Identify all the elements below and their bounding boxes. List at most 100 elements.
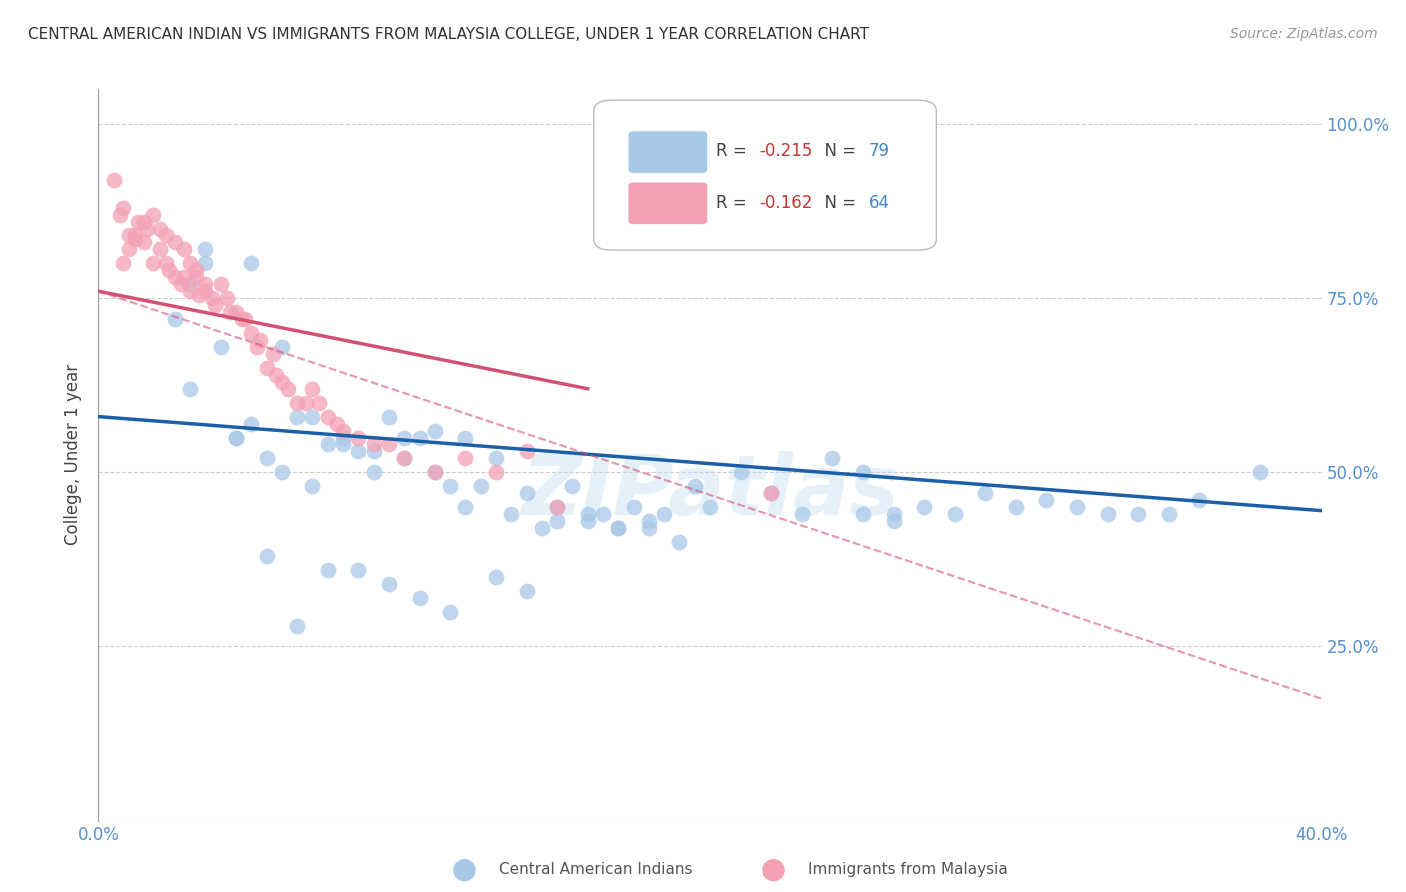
Point — [454, 430, 477, 444]
Point — [485, 570, 508, 584]
Point — [332, 437, 354, 451]
Text: -0.215: -0.215 — [759, 143, 813, 161]
Point — [163, 270, 186, 285]
Point — [233, 312, 256, 326]
Point — [454, 451, 477, 466]
Point — [173, 270, 195, 285]
Text: 64: 64 — [869, 194, 890, 211]
FancyBboxPatch shape — [628, 182, 707, 225]
Point — [546, 500, 568, 515]
Point — [277, 382, 299, 396]
Point — [194, 243, 217, 257]
Point — [1157, 507, 1180, 521]
Point — [852, 507, 875, 521]
Point — [1066, 500, 1088, 515]
Point — [194, 256, 217, 270]
Point — [974, 486, 997, 500]
Point — [262, 347, 284, 361]
Point — [332, 430, 354, 444]
FancyBboxPatch shape — [628, 131, 707, 173]
Point — [485, 466, 508, 480]
Point — [173, 243, 195, 257]
Text: ⬤: ⬤ — [451, 858, 477, 881]
Point — [423, 424, 446, 438]
Point — [118, 228, 141, 243]
Point — [186, 263, 208, 277]
Point — [219, 305, 242, 319]
Point — [378, 409, 401, 424]
Point — [943, 507, 966, 521]
Point — [1035, 493, 1057, 508]
Point — [363, 466, 385, 480]
Point — [852, 466, 875, 480]
Point — [124, 232, 146, 246]
Point — [163, 312, 186, 326]
Text: -0.162: -0.162 — [759, 194, 813, 211]
Point — [408, 430, 430, 444]
Point — [516, 486, 538, 500]
Point — [332, 424, 354, 438]
Point — [308, 395, 330, 409]
Point — [179, 256, 201, 270]
Point — [423, 466, 446, 480]
Text: N =: N = — [814, 143, 862, 161]
Point — [363, 437, 385, 451]
Point — [111, 256, 134, 270]
Point — [209, 340, 232, 354]
Point — [179, 382, 201, 396]
Point — [134, 214, 156, 228]
Text: N =: N = — [814, 194, 862, 211]
Point — [576, 507, 599, 521]
Point — [392, 430, 416, 444]
Point — [316, 409, 339, 424]
Point — [637, 514, 661, 528]
Point — [295, 395, 318, 409]
Point — [607, 521, 630, 535]
Point — [378, 437, 401, 451]
Point — [347, 563, 370, 577]
Y-axis label: College, Under 1 year: College, Under 1 year — [65, 364, 83, 546]
Point — [270, 375, 292, 389]
Point — [194, 284, 217, 298]
Point — [285, 618, 308, 632]
Point — [912, 500, 935, 515]
Text: Immigrants from Malaysia: Immigrants from Malaysia — [808, 863, 1008, 877]
Point — [163, 235, 186, 250]
Point — [186, 270, 208, 285]
Point — [576, 514, 599, 528]
Point — [883, 514, 905, 528]
Point — [194, 277, 217, 292]
Point — [821, 451, 844, 466]
Point — [637, 521, 661, 535]
Point — [408, 591, 430, 605]
Point — [516, 583, 538, 598]
Point — [378, 576, 401, 591]
Point — [240, 256, 263, 270]
Point — [699, 500, 721, 515]
Point — [155, 228, 177, 243]
Point — [225, 430, 247, 444]
Point — [1128, 507, 1150, 521]
Point — [103, 173, 125, 187]
Point — [1004, 500, 1026, 515]
Point — [316, 563, 339, 577]
Point — [256, 549, 278, 563]
Point — [623, 500, 645, 515]
Point — [118, 243, 141, 257]
Point — [883, 507, 905, 521]
Text: ZIPatlas: ZIPatlas — [522, 451, 898, 532]
Point — [347, 430, 370, 444]
Point — [592, 507, 614, 521]
Point — [225, 305, 247, 319]
Text: 79: 79 — [869, 143, 890, 161]
Point — [759, 486, 782, 500]
Point — [301, 479, 323, 493]
Point — [240, 326, 263, 340]
Point — [501, 507, 523, 521]
Text: Central American Indians: Central American Indians — [499, 863, 693, 877]
Point — [231, 312, 253, 326]
Text: ⬤: ⬤ — [761, 858, 786, 881]
Point — [316, 437, 339, 451]
Point — [209, 277, 232, 292]
Point — [142, 208, 165, 222]
